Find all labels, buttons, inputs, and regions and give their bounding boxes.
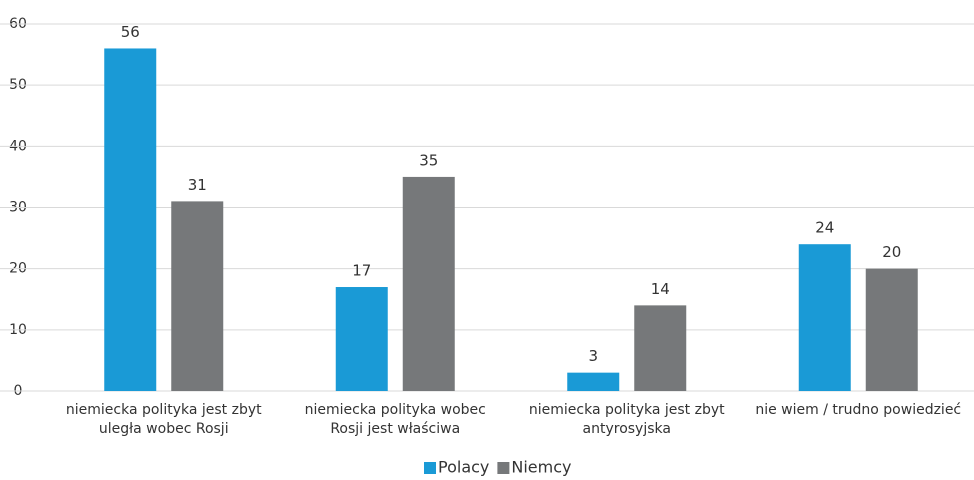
x-tick-label: nie wiem / trudno powiedzieć <box>755 402 961 418</box>
x-tick-label: niemiecka polityka jest zbyt uległa wobec… <box>66 402 262 437</box>
x-tick-label-line: niemiecka polityka wobec <box>305 402 486 418</box>
value-label: 20 <box>882 243 901 261</box>
bar <box>402 176 455 391</box>
value-label: 56 <box>121 23 140 41</box>
bar <box>865 268 918 391</box>
value-label: 24 <box>815 219 834 237</box>
x-tick-label-line: niemiecka polityka jest zbyt <box>66 402 262 418</box>
value-label: 14 <box>651 280 670 298</box>
legend-label: Polacy <box>438 458 489 477</box>
value-label: 3 <box>588 347 598 365</box>
bar <box>171 201 224 391</box>
legend-swatch <box>497 462 510 474</box>
x-tick-label: niemiecka polityka wobec Rosji jest właśc… <box>305 402 486 437</box>
value-label: 31 <box>188 176 207 194</box>
value-label: 17 <box>352 262 371 280</box>
x-tick-label-line: Rosji jest właściwa <box>330 421 460 437</box>
legend-swatch <box>424 462 436 474</box>
bar <box>798 244 851 391</box>
bar <box>104 48 157 391</box>
value-label: 35 <box>419 151 438 169</box>
legend-label: Niemcy <box>511 458 571 477</box>
bar <box>634 305 687 391</box>
x-tick-label-line: niemiecka polityka jest zbyt <box>529 402 725 418</box>
bar <box>567 372 620 391</box>
bar <box>335 287 388 391</box>
x-tick-label-line: uległa wobec Rosji <box>99 421 229 437</box>
x-tick-label-line: antyrosyjska <box>583 421 671 437</box>
x-tick-label-line: nie wiem / trudno powiedzieć <box>755 402 961 418</box>
x-tick-label: niemiecka polityka jest zbyt antyrosyjska <box>529 402 725 437</box>
